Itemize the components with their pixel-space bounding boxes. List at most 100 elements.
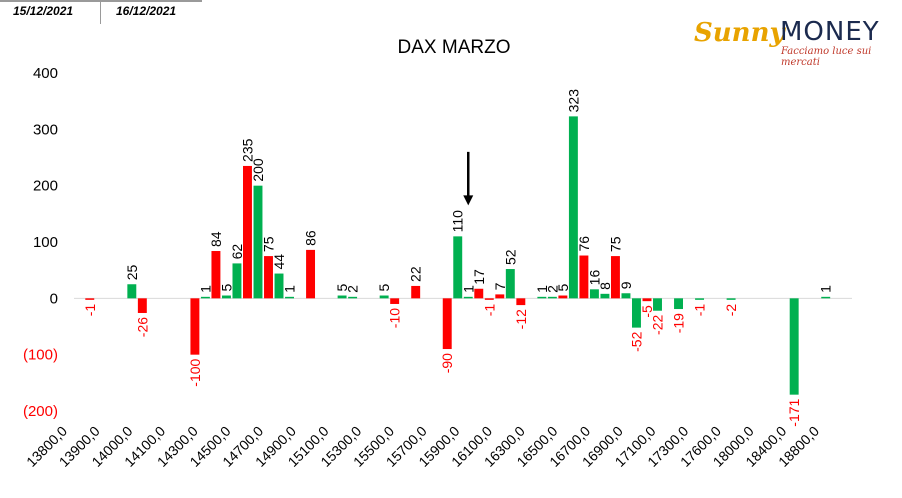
bar xyxy=(610,256,620,299)
bar xyxy=(632,298,641,328)
bar-value-label: -1 xyxy=(692,304,708,317)
bar-value-label: 1 xyxy=(197,285,213,293)
bar-value-label: 84 xyxy=(208,231,224,247)
bar-value-label: 110 xyxy=(450,210,466,233)
bar xyxy=(306,249,316,299)
chart-title: DAX MARZO xyxy=(398,37,511,58)
bar xyxy=(285,296,294,299)
bar xyxy=(547,296,557,299)
bar-value-label: 75 xyxy=(607,236,623,252)
bar xyxy=(484,298,494,300)
bar xyxy=(726,298,736,300)
x-axis: 13800,013900,014000,014100,014300,014500… xyxy=(23,423,822,470)
bar xyxy=(505,269,515,299)
bar xyxy=(337,295,347,299)
bar xyxy=(221,295,231,299)
bar xyxy=(85,298,95,300)
bar xyxy=(558,295,568,299)
y-tick-label: 400 xyxy=(33,65,58,82)
bar-value-label: 1 xyxy=(534,285,550,293)
bar-value-label: -10 xyxy=(387,308,403,328)
bar xyxy=(474,288,484,299)
bar-value-label: 5 xyxy=(555,284,571,292)
bar-value-label: 1 xyxy=(460,285,476,293)
bar xyxy=(674,298,683,310)
bar xyxy=(653,298,662,311)
bar-value-label: 44 xyxy=(271,254,287,270)
arrow-annotation xyxy=(463,151,474,206)
date-tab-1[interactable]: 15/12/2021 xyxy=(13,4,74,18)
bar xyxy=(211,251,221,299)
bar-value-label: 235 xyxy=(239,138,255,162)
bar xyxy=(621,293,631,299)
sunny-money-logo: Sunny MONEY Facciamo luce sui mercati xyxy=(694,17,894,68)
bar xyxy=(695,298,705,300)
y-axis: 400 300 200 100 0 (100) (200) xyxy=(23,65,58,420)
bar xyxy=(127,284,137,299)
bar-value-label: 5 xyxy=(376,284,392,292)
bar-value-label: 86 xyxy=(303,230,319,246)
date-tab-bar xyxy=(0,0,202,2)
bar xyxy=(348,296,358,299)
y-tick-label: 300 xyxy=(33,121,58,138)
logo-brand-left: Sunny xyxy=(694,18,785,48)
bar-value-label: -1 xyxy=(82,304,98,317)
bars-group xyxy=(85,116,831,395)
y-tick-label: (100) xyxy=(23,347,58,364)
bar xyxy=(190,298,200,355)
bar-value-label: 323 xyxy=(565,89,581,113)
bar-value-label: 16 xyxy=(586,270,602,286)
bar-value-label: 2 xyxy=(544,285,560,293)
bar-value-label: 5 xyxy=(334,284,350,292)
bar xyxy=(789,298,799,395)
y-tick-label: 0 xyxy=(50,290,58,307)
bar-value-label: -52 xyxy=(628,331,644,351)
bar-value-label: -1 xyxy=(481,304,497,317)
bar xyxy=(442,298,452,350)
bar-value-label: -22 xyxy=(650,315,666,335)
bar-value-label: 8 xyxy=(597,282,613,290)
bar-value-label: 62 xyxy=(229,244,245,260)
bar xyxy=(137,298,147,313)
bar xyxy=(821,296,831,299)
bar xyxy=(274,273,284,299)
bar xyxy=(568,116,578,299)
bar xyxy=(516,298,526,306)
bar xyxy=(411,285,421,299)
bar-value-label: 75 xyxy=(261,236,277,252)
bar xyxy=(463,296,473,299)
y-tick-label: 100 xyxy=(33,234,58,251)
bar xyxy=(600,293,610,299)
date-tab-divider xyxy=(100,0,101,24)
y-tick-label: (200) xyxy=(23,403,58,420)
bar xyxy=(243,165,252,299)
bar xyxy=(495,294,505,299)
bar-value-label: 1 xyxy=(282,285,298,293)
bar-value-label: 76 xyxy=(576,236,592,252)
y-tick-label: 200 xyxy=(33,178,58,195)
bar xyxy=(200,296,210,299)
arrow-head xyxy=(463,195,474,206)
bar xyxy=(232,263,242,299)
bar-value-label: -100 xyxy=(187,358,203,386)
bar xyxy=(642,298,652,302)
bar-value-label: -19 xyxy=(671,313,687,333)
bar xyxy=(379,295,389,299)
bar-value-label: 17 xyxy=(471,269,487,285)
bar-value-label: -26 xyxy=(134,317,150,337)
bar xyxy=(579,255,589,299)
bar xyxy=(589,289,599,299)
bar-value-label: 22 xyxy=(408,266,424,282)
logo-brand-right: MONEY xyxy=(780,17,880,47)
bar xyxy=(390,298,400,304)
bar-value-label: -5 xyxy=(639,305,655,318)
bar-value-label: -171 xyxy=(786,398,802,426)
logo-tagline: Facciamo luce sui mercati xyxy=(781,46,872,68)
bar-value-label: 5 xyxy=(218,284,234,292)
bar-value-label: 1 xyxy=(818,285,834,293)
date-tab-2[interactable]: 16/12/2021 xyxy=(116,4,177,18)
bar xyxy=(453,236,463,299)
bar xyxy=(264,256,273,299)
